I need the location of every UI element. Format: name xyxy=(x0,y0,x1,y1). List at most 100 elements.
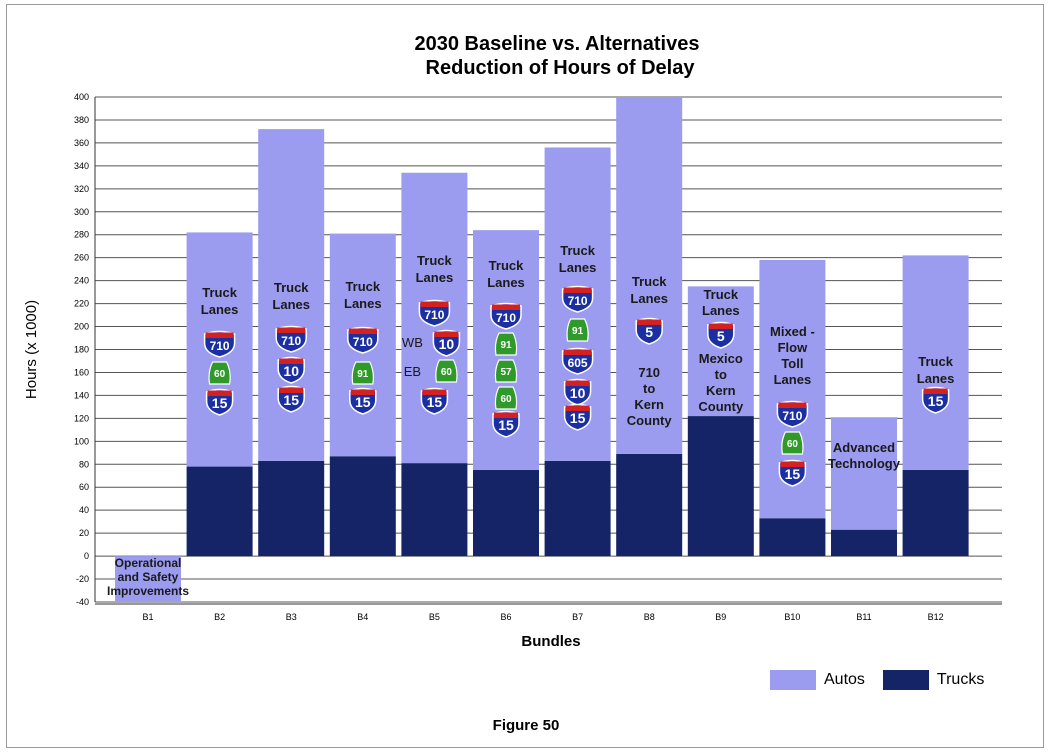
bar-trucks-B8 xyxy=(616,453,683,557)
y-tick-label: 120 xyxy=(74,413,89,423)
bar-annotation-text: 710 xyxy=(638,365,660,380)
bar-annotation-text: Truck xyxy=(918,354,953,369)
interstate-shield-icon: 15 xyxy=(349,387,377,415)
interstate-shield-icon: 15 xyxy=(205,388,234,416)
x-tick-label: B6 xyxy=(500,612,511,622)
y-tick-label: 280 xyxy=(74,230,89,240)
shield-label: 60 xyxy=(214,369,226,380)
bar-trucks-B9 xyxy=(687,416,754,557)
interstate-shield-icon: 15 xyxy=(778,459,807,487)
bar-annotation-text: Mexico xyxy=(699,351,743,366)
state-route-shield-icon: 60 xyxy=(435,359,458,383)
shield-label: 15 xyxy=(427,394,443,410)
shield-label: 710 xyxy=(496,311,516,325)
state-route-shield-icon: 91 xyxy=(351,361,374,385)
x-tick-label: B2 xyxy=(214,612,225,622)
shield-label: 5 xyxy=(645,324,653,340)
interstate-shield-icon: 15 xyxy=(277,385,305,413)
interstate-shield-icon: 10 xyxy=(277,356,305,384)
x-tick-label: B3 xyxy=(286,612,297,622)
bar-annotation-text: Truck xyxy=(632,274,667,289)
shield-prefix-label: WB xyxy=(402,335,423,350)
shield-label: 710 xyxy=(353,335,373,349)
bar-annotation-text: Lanes xyxy=(917,371,955,386)
y-tick-label: 300 xyxy=(74,207,89,217)
shield-label: 15 xyxy=(928,393,944,409)
shield-label: 10 xyxy=(283,363,299,379)
y-tick-label: 260 xyxy=(74,253,89,263)
shield-label: 710 xyxy=(568,294,588,308)
bar-annotation-text: Lanes xyxy=(630,291,668,306)
bar-annotation-text: Flow xyxy=(778,340,808,355)
bar-trucks-B2 xyxy=(186,466,253,557)
bar-trucks-B7 xyxy=(544,460,611,557)
y-tick-label: 0 xyxy=(84,551,89,561)
bar-annotation-text: Truck xyxy=(417,253,452,268)
interstate-shield-icon: 10 xyxy=(563,378,592,406)
bar-trucks-B10 xyxy=(759,518,826,557)
y-tick-label: 160 xyxy=(74,367,89,377)
state-route-shield-icon: 91 xyxy=(566,318,589,342)
y-tick-label: 360 xyxy=(74,138,89,148)
bar-annotation-text: Lanes xyxy=(201,302,239,317)
bar-autos-B1 xyxy=(115,556,181,602)
bar-annotation-text: to xyxy=(715,367,727,382)
shield-label: 15 xyxy=(498,417,514,433)
x-tick-label: B10 xyxy=(784,612,800,622)
y-tick-label: 380 xyxy=(74,115,89,125)
y-tick-label: 400 xyxy=(74,92,89,102)
bar-annotation-text: County xyxy=(627,413,673,428)
state-route-shield-icon: 60 xyxy=(781,431,804,455)
x-tick-label: B8 xyxy=(644,612,655,622)
interstate-shield-icon: 710 xyxy=(203,330,236,358)
legend-label-autos: Autos xyxy=(824,671,865,688)
y-tick-label: 140 xyxy=(74,390,89,400)
shield-label: 91 xyxy=(500,340,512,351)
shield-label: 60 xyxy=(787,439,799,450)
bar-annotation-text: Advanced xyxy=(833,440,895,455)
bar-autos-B9 xyxy=(687,286,754,417)
bar-annotation-text: Truck xyxy=(345,279,380,294)
bar-autos-B8 xyxy=(616,97,683,454)
interstate-shield-icon: 15 xyxy=(420,387,449,415)
bar-trucks-B3 xyxy=(258,460,325,557)
bar-autos-B11 xyxy=(831,417,897,530)
x-tick-label: B4 xyxy=(357,612,368,622)
bar-trucks-B4 xyxy=(329,456,396,557)
interstate-shield-icon: 15 xyxy=(921,386,950,414)
interstate-shield-icon: 10 xyxy=(432,329,461,357)
y-tick-label: 20 xyxy=(79,528,89,538)
y-tick-label: 240 xyxy=(74,276,89,286)
shield-label: 15 xyxy=(283,392,299,408)
y-tick-label: 320 xyxy=(74,184,89,194)
y-tick-label: 200 xyxy=(74,322,89,332)
bar-annotation-text: Lanes xyxy=(559,260,597,275)
shield-label: 710 xyxy=(281,334,301,348)
figure-caption: Figure 50 xyxy=(492,717,560,734)
chart-subtitle: Reduction of Hours of Delay xyxy=(426,57,696,79)
y-tick-label: 80 xyxy=(79,459,89,469)
interstate-shield-icon: 710 xyxy=(347,326,379,354)
shield-label: 605 xyxy=(568,356,588,370)
interstate-shield-icon: 5 xyxy=(635,317,663,345)
bar-annotation-text: Truck xyxy=(202,285,237,300)
bar-annotation-text: Lanes xyxy=(272,297,310,312)
y-tick-label: 180 xyxy=(74,345,89,355)
bar-annotation-text: Truck xyxy=(703,287,738,302)
bar-annotation-text: Lanes xyxy=(487,275,525,290)
y-tick-label: 340 xyxy=(74,161,89,171)
state-route-shield-icon: 60 xyxy=(494,386,518,410)
legend-item-autos: Autos xyxy=(770,670,865,690)
interstate-shield-icon: 605 xyxy=(561,347,594,375)
x-tick-label: B5 xyxy=(429,612,440,622)
bar-autos-B12 xyxy=(902,255,969,471)
bar-annotation-text: Toll xyxy=(781,356,803,371)
y-tick-label: 40 xyxy=(79,505,89,515)
bar-annotation-text: Operational xyxy=(115,556,182,570)
bar-trucks-B5 xyxy=(401,463,468,557)
interstate-shield-icon: 710 xyxy=(275,325,307,353)
legend-swatch-trucks xyxy=(882,670,929,690)
legend-swatch-autos xyxy=(770,670,816,690)
figure-frame xyxy=(6,4,1044,748)
